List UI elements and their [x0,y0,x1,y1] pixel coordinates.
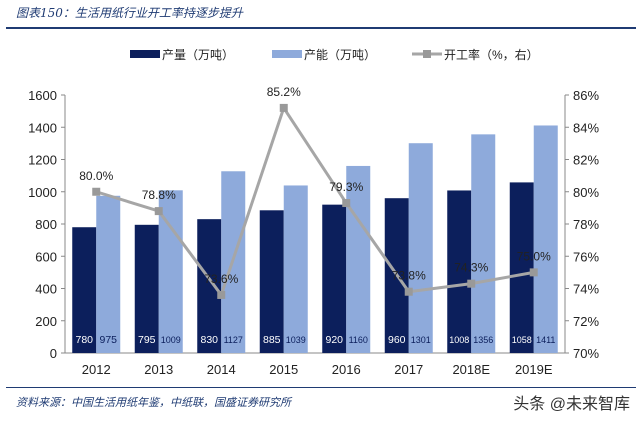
left-tick-label: 1200 [28,153,57,168]
x-tick-label: 2018E [452,362,490,377]
rate-line [95,104,535,299]
rate-marker [217,290,226,299]
rate-marker [467,279,476,288]
rate-label: 78.8% [142,188,176,202]
rate-label: 75.0% [517,249,551,263]
bar-production [197,219,222,353]
watermark: 头条 @未来智库 [513,396,630,413]
right-tick-label: 76% [573,249,599,264]
x-tick-label: 2019E [515,362,553,377]
left-tick-label: 200 [35,314,57,329]
bar-production-label: 1058 [512,335,532,345]
rate-label: 79.3% [329,180,363,194]
bar-capacity-label: 1301 [411,335,431,345]
legend-label-production: 产量（万吨） [162,48,234,62]
bar-production-label: 885 [263,334,281,346]
x-tick-label: 2014 [207,362,236,377]
bar-production [322,204,347,353]
bar-production [134,224,159,353]
rate-marker [154,207,163,216]
rate-marker [342,199,351,208]
bar-production-label: 830 [200,334,218,346]
legend-swatch-production [130,50,160,58]
bottom-divider [6,387,636,388]
bar-capacity [283,185,308,353]
bar-production-label: 795 [138,334,156,346]
bar-production [259,210,284,353]
legend-marker-rate [423,50,431,58]
chart-title: 图表150：生活用纸行业开工率持逐步提升 [16,6,243,20]
bar-production-label: 920 [325,334,343,346]
right-tick-label: 86% [573,88,599,103]
rate-label: 74.3% [454,261,488,275]
rate-marker [529,268,538,277]
left-tick-label: 1000 [28,185,57,200]
bar-capacity-label: 1160 [349,335,368,345]
legend-swatch-capacity [272,50,302,58]
left-tick-label: 600 [35,249,57,264]
rate-marker [92,187,101,196]
left-tick-label: 400 [35,282,57,297]
bar-production-label: 960 [388,334,406,346]
right-tick-label: 70% [573,346,599,361]
bar-capacity-label: 1356 [473,335,493,345]
right-tick-label: 72% [573,314,599,329]
left-tick-label: 1600 [28,88,57,103]
rate-label: 85.2% [267,85,301,99]
right-tick-label: 78% [573,217,599,232]
bar-capacity-label: 1009 [161,335,181,345]
bar-capacity [96,195,121,353]
bar-capacity-label: 1127 [224,335,243,345]
rate-label: 80.0% [79,169,113,183]
rate-label: 73.8% [392,269,426,283]
bar-capacity [471,134,496,353]
bar-capacity-label: 1411 [536,335,555,345]
left-tick-label: 800 [35,217,57,232]
legend-label-rate: 开工率（%，右） [444,47,539,62]
bar-capacity [533,125,558,353]
bar-capacity [408,143,433,353]
bar-production-label: 780 [75,334,93,346]
bar-production [509,182,534,353]
source-note: 资料来源：中国生活用纸年鉴，中纸联，国盛证券研究所 [16,396,291,409]
x-tick-label: 2015 [269,362,298,377]
top-divider [6,27,636,29]
x-tick-label: 2016 [332,362,361,377]
rate-label: 73.6% [204,272,238,286]
bar-production [72,227,97,353]
left-tick-label: 1400 [28,120,57,135]
rate-marker [404,287,413,296]
legend-label-capacity: 产能（万吨） [304,48,376,62]
x-tick-label: 2013 [144,362,173,377]
x-tick-label: 2017 [394,362,423,377]
right-tick-label: 84% [573,120,599,135]
bar-capacity-label: 1039 [286,335,306,345]
right-tick-label: 80% [573,185,599,200]
bar-capacity [346,165,371,353]
left-tick-label: 0 [50,346,57,361]
x-tick-label: 2012 [82,362,111,377]
bar-production-label: 1008 [449,335,469,345]
right-tick-label: 74% [573,282,599,297]
bar-production [447,190,472,353]
right-tick-label: 82% [573,153,599,168]
rate-marker [279,103,288,112]
bar-capacity-label: 975 [99,334,117,346]
